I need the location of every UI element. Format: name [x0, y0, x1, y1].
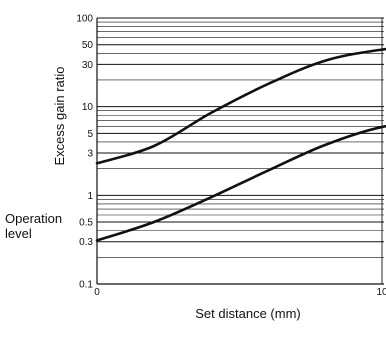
- y-tick-label: 0.3: [79, 237, 93, 248]
- y-tick-label: 5: [87, 129, 93, 140]
- y-tick-label: 0.1: [79, 280, 93, 291]
- operation-level-label: Operation level: [5, 211, 62, 241]
- series-layer: [95, 47, 386, 242]
- white-paper-curve: [95, 47, 386, 165]
- black-paper-curve: [95, 124, 386, 242]
- y-tick-label: 50: [82, 40, 94, 51]
- x-axis-title: Set distance (mm): [195, 306, 300, 321]
- grid: [97, 17, 384, 284]
- y-tick-label: 3: [87, 149, 93, 160]
- y-tick-label: 30: [82, 60, 94, 71]
- y-tick-label: 0.5: [79, 218, 93, 229]
- y-tick-label: 100: [76, 14, 93, 25]
- y-tick-label: 10: [82, 102, 94, 113]
- y-tick-label: 1: [87, 191, 93, 202]
- x-tick-label: 0: [94, 287, 100, 298]
- x-tick-label: 10: [376, 287, 386, 298]
- y-axis-title: Excess gain ratio: [52, 67, 67, 166]
- labels: 0.10.30.5135103050100010203040Set distan…: [5, 14, 386, 322]
